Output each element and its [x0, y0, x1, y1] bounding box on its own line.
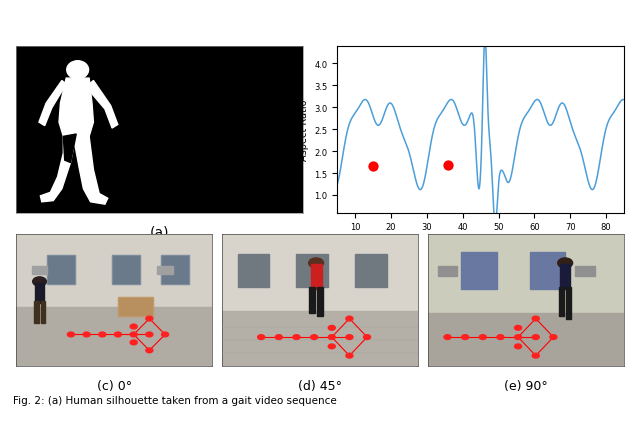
Bar [428, 234, 624, 316]
Bar [112, 256, 140, 285]
Bar [575, 266, 595, 276]
Y-axis label: Aspect Ratio: Aspect Ratio [299, 99, 308, 161]
Circle shape [293, 335, 300, 340]
Bar [118, 298, 154, 316]
Circle shape [328, 326, 335, 331]
Bar [34, 302, 38, 323]
Text: (c) 0°: (c) 0° [97, 380, 132, 392]
Circle shape [308, 258, 324, 268]
Circle shape [515, 344, 522, 349]
Circle shape [346, 317, 353, 321]
Circle shape [328, 344, 335, 349]
Circle shape [532, 335, 540, 340]
Circle shape [479, 335, 486, 340]
Bar [112, 256, 140, 285]
Bar [32, 266, 47, 274]
Circle shape [161, 332, 168, 337]
Circle shape [146, 348, 153, 353]
Circle shape [115, 332, 122, 337]
Circle shape [557, 258, 573, 268]
Circle shape [515, 335, 522, 340]
Point [368, 164, 378, 170]
Circle shape [99, 332, 106, 337]
Circle shape [146, 332, 153, 337]
Bar [428, 234, 624, 287]
Point [444, 162, 454, 169]
Circle shape [310, 335, 317, 340]
Circle shape [67, 62, 88, 80]
Bar [16, 307, 212, 366]
Bar [530, 253, 565, 290]
Bar [161, 256, 189, 285]
Bar [237, 254, 269, 287]
Bar [118, 298, 154, 316]
Polygon shape [59, 79, 93, 137]
Circle shape [364, 335, 371, 340]
Polygon shape [39, 81, 66, 127]
Bar [560, 265, 570, 290]
Bar [566, 287, 571, 319]
Circle shape [461, 335, 468, 340]
Circle shape [33, 277, 46, 286]
Bar [161, 256, 189, 285]
Circle shape [497, 335, 504, 340]
Circle shape [130, 324, 137, 329]
Bar [16, 234, 212, 311]
Bar [35, 283, 44, 303]
Polygon shape [40, 135, 76, 202]
Text: (d) 45°: (d) 45° [298, 380, 342, 392]
X-axis label: Frame Number: Frame Number [444, 237, 517, 247]
Bar [222, 311, 418, 366]
Circle shape [532, 317, 540, 321]
Bar [317, 287, 323, 316]
Circle shape [83, 332, 90, 337]
Bar [47, 256, 75, 285]
Circle shape [146, 317, 153, 321]
Bar [309, 287, 315, 314]
Circle shape [515, 326, 522, 331]
Bar [40, 302, 45, 323]
Bar [428, 314, 624, 366]
Bar [559, 287, 564, 316]
Bar [296, 254, 328, 287]
Bar [222, 234, 418, 314]
Circle shape [346, 335, 353, 340]
Bar [47, 256, 75, 285]
Circle shape [130, 332, 137, 337]
Circle shape [550, 335, 557, 340]
Text: (e) 90°: (e) 90° [504, 380, 548, 392]
Circle shape [444, 335, 451, 340]
Circle shape [258, 335, 265, 340]
Circle shape [130, 340, 137, 345]
Text: (b): (b) [471, 250, 490, 264]
Circle shape [532, 354, 540, 358]
Bar [310, 265, 321, 290]
Bar [222, 234, 418, 280]
Polygon shape [74, 135, 108, 204]
Text: (a): (a) [150, 225, 169, 239]
Text: Fig. 2: (a) Human silhouette taken from a gait video sequence: Fig. 2: (a) Human silhouette taken from … [13, 395, 337, 406]
Polygon shape [63, 135, 76, 163]
Bar [157, 266, 173, 274]
Bar [16, 234, 212, 294]
Circle shape [328, 335, 335, 340]
Circle shape [275, 335, 282, 340]
Polygon shape [88, 81, 118, 129]
Circle shape [346, 354, 353, 358]
Bar [438, 266, 458, 276]
Circle shape [67, 332, 74, 337]
Bar [461, 253, 497, 290]
Bar [355, 254, 387, 287]
